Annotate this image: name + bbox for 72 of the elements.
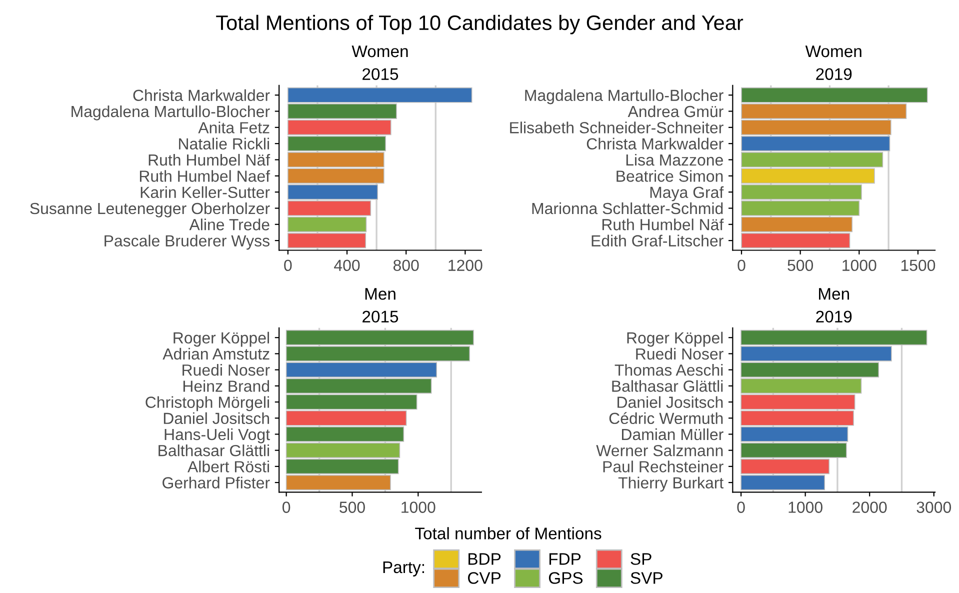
y-tick-label: Beatrice Simon <box>616 170 723 182</box>
x-tick-label: 2000 <box>852 502 887 513</box>
y-tick-label: Ruth Humbel Näf <box>148 154 270 166</box>
chart-subtitle: 2019 <box>816 68 852 80</box>
legend-label: BDP <box>468 553 501 565</box>
x-tick-label: 400 <box>334 260 360 272</box>
x-tick-label: 1500 <box>901 260 936 272</box>
y-tick-label: Daniel Jositsch <box>618 396 723 408</box>
y-tick-label: Elisabeth Schneider-Schneiter <box>510 122 724 134</box>
x-tick-label: 800 <box>393 260 419 272</box>
legend-label: CVP <box>468 572 501 584</box>
y-tick-label: Ruth Humbel Näf <box>602 218 724 230</box>
y-tick-label: Albert Rösti <box>188 460 269 472</box>
x-tick-label: 500 <box>788 260 814 272</box>
y-tick-label: Christoph Mörgeli <box>146 396 269 412</box>
y-tick-label: Christa Markwalder <box>133 89 270 102</box>
legend-label: FDP <box>549 553 581 565</box>
x-tick-label: 0 <box>738 260 746 272</box>
y-tick-label: Ruth Humbel Naef <box>140 170 270 182</box>
y-tick-label: Marionna Schlatter-Schmid <box>532 202 723 214</box>
y-tick-label: Aline Trede <box>189 218 270 230</box>
text: Total Mentions of Top 10 Candidates by Gender and Year <box>216 14 744 34</box>
y-tick-label: Anita Fetz <box>198 122 270 134</box>
legend-label: SVP <box>630 572 662 584</box>
x-tick-label: 1000 <box>788 502 822 513</box>
y-tick-label: Ruedi Noser <box>182 364 270 376</box>
y-tick-label: Magdalena Martullo-Blocher <box>72 105 270 120</box>
y-tick-label: Gerhard Pfister <box>162 476 270 488</box>
y-tick-label: Balthasar Glättli <box>158 444 269 456</box>
y-tick-label: Werner Salzmann <box>596 444 723 456</box>
y-tick-label: Thierry Burkart <box>618 476 724 492</box>
x-tick-label: 3000 <box>916 502 952 513</box>
chart-subtitle: 2015 <box>362 68 398 80</box>
y-tick-label: Paul Rechsteiner <box>603 460 724 472</box>
x-tick-label: 1000 <box>842 260 876 272</box>
y-tick-label: Thomas Aeschi <box>614 364 723 376</box>
y-tick-label: Roger Köppel <box>627 332 723 347</box>
legend-title: Party: <box>383 562 424 576</box>
chart-title: Men <box>819 288 849 300</box>
y-tick-label: Roger Köppel <box>174 332 269 347</box>
y-tick-label: Maya Graf <box>650 186 724 202</box>
y-tick-label: Heinz Brand <box>183 380 270 392</box>
y-tick-label: Damian Müller <box>622 428 724 440</box>
x-tick-label: 500 <box>340 502 365 513</box>
chart-subtitle: 2015 <box>362 310 398 323</box>
y-tick-label: Lisa Mazzone <box>626 154 723 166</box>
x-tick-label: 1000 <box>402 502 436 513</box>
y-tick-label: Cédric Wermuth <box>609 412 723 424</box>
x-tick-label: 0 <box>737 502 745 513</box>
y-tick-label: Hans-Ueli Vogt <box>164 428 270 444</box>
x-axis-title: Total number of Mentions <box>415 527 602 540</box>
chart-subtitle: 2019 <box>816 310 852 323</box>
y-tick-label: Karin Keller-Sutter <box>140 186 270 198</box>
y-tick-label: Balthasar Glättli <box>612 380 723 392</box>
y-tick-label: Edith Graf-Litscher <box>592 234 724 246</box>
y-tick-label: Magdalena Martullo-Blocher <box>525 89 724 104</box>
x-tick-label: 0 <box>282 502 290 513</box>
chart-title: Women <box>805 46 862 58</box>
y-tick-label: Pascale Bruderer Wyss <box>104 234 270 250</box>
y-tick-label: Susanne Leutenegger Oberholzer <box>30 202 270 218</box>
x-tick-label: 0 <box>284 260 292 272</box>
y-tick-label: Andrea Gmür <box>628 105 724 118</box>
y-tick-label: Christa Markwalder <box>586 138 724 150</box>
chart-title: Men <box>365 288 396 300</box>
x-tick-label: 1200 <box>448 260 482 272</box>
y-tick-label: Ruedi Noser <box>636 348 724 360</box>
chart-title: Women <box>352 46 408 58</box>
y-tick-label: Daniel Jositsch <box>164 412 270 424</box>
legend-label: GPS <box>548 572 583 584</box>
legend-label: SP <box>630 553 652 565</box>
y-tick-label: Natalie Rickli <box>179 138 269 150</box>
y-tick-label: Adrian Amstutz <box>162 348 270 360</box>
